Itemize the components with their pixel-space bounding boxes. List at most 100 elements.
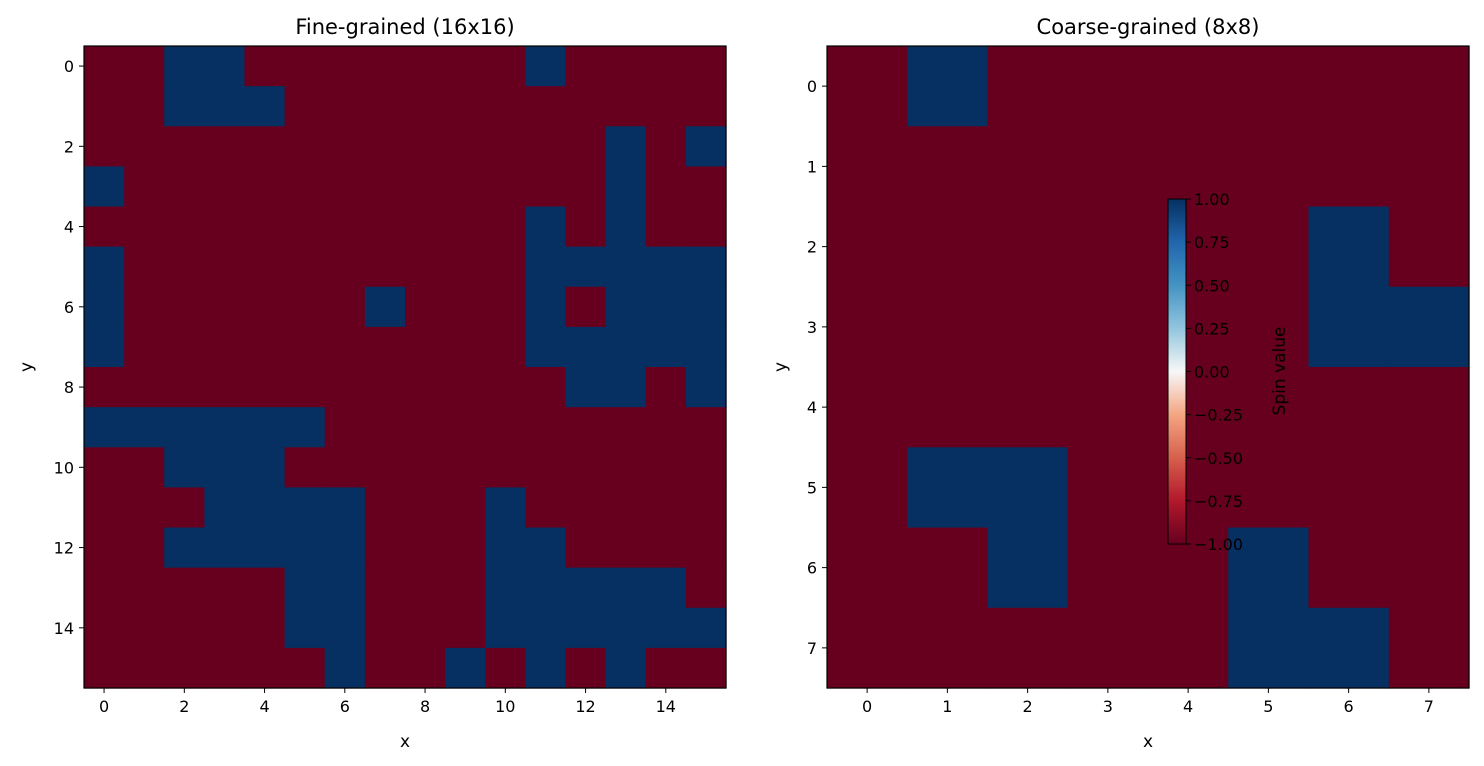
colorbar-ticks: 1.00 0.75 0.50 0.25 0.00 −0.25 −0.50 −0.75 −1.00	[1186, 190, 1243, 554]
heatmap-cell	[204, 166, 246, 208]
heatmap-cell	[1388, 286, 1470, 368]
heatmap-cell	[364, 607, 406, 649]
heatmap-cell	[1228, 527, 1310, 609]
y-tick-label: 2	[64, 137, 74, 156]
heatmap-cell	[1148, 206, 1229, 288]
x-tick-label: 2	[179, 697, 189, 716]
heatmap-cell	[645, 126, 687, 167]
heatmap-cell	[605, 286, 647, 328]
heatmap-cell	[907, 126, 989, 208]
heatmap-cell	[645, 607, 687, 649]
heatmap-cell	[164, 286, 205, 328]
heatmap-cell	[164, 567, 205, 609]
heatmap-cell	[827, 286, 908, 368]
heatmap-cell	[405, 407, 446, 448]
heatmap-cell	[605, 246, 647, 288]
heatmap-cell	[364, 647, 406, 689]
heatmap-cell	[827, 206, 908, 288]
heatmap-cell	[364, 407, 406, 448]
heatmap-cell	[565, 487, 607, 529]
x-tick-label: 14	[656, 697, 676, 716]
fine-grained-x-axis-ticks: 0 2 4 6 8 10 12 14	[99, 688, 676, 716]
heatmap-cell	[565, 447, 607, 488]
heatmap-cell	[605, 46, 647, 87]
heatmap-cell	[987, 527, 1069, 609]
heatmap-cell	[565, 607, 607, 649]
heatmap-cell	[685, 367, 727, 408]
heatmap-cell	[525, 326, 567, 368]
heatmap-cell	[284, 166, 326, 208]
heatmap-cell	[84, 286, 125, 328]
heatmap-cell	[364, 326, 406, 368]
heatmap-cell	[164, 46, 205, 87]
heatmap-cell	[605, 126, 647, 167]
heatmap-cell	[405, 607, 446, 649]
coarse-grained-axes-frame	[826, 45, 1470, 689]
heatmap-cell	[405, 86, 446, 127]
heatmap-cell	[1228, 126, 1310, 208]
heatmap-cell	[204, 86, 246, 127]
heatmap-cell	[364, 246, 406, 288]
heatmap-cell	[445, 567, 486, 609]
heatmap-cell	[987, 607, 1069, 689]
colorbar-tick-label: 0.75	[1194, 233, 1230, 252]
heatmap-cell	[445, 166, 486, 208]
heatmap-cell	[364, 166, 406, 208]
heatmap-cell	[685, 447, 727, 488]
heatmap-cell	[164, 527, 205, 569]
heatmap-cell	[204, 447, 246, 488]
heatmap-cell	[525, 46, 567, 87]
heatmap-cell	[84, 126, 125, 167]
heatmap-cell	[907, 607, 989, 689]
heatmap-cell	[645, 166, 687, 208]
heatmap-cell	[485, 326, 526, 368]
heatmap-cell	[164, 86, 205, 127]
heatmap-cell	[445, 246, 486, 288]
heatmap-cell	[827, 607, 908, 689]
heatmap-cell	[84, 407, 125, 448]
heatmap-cell	[485, 367, 526, 408]
heatmap-cell	[605, 647, 647, 689]
heatmap-cell	[244, 166, 286, 208]
heatmap-cell	[907, 286, 989, 368]
heatmap-cell	[1228, 447, 1310, 529]
heatmap-cell	[284, 647, 326, 689]
heatmap-cell	[364, 487, 406, 529]
y-tick-label: 8	[64, 378, 74, 397]
fine-grained-y-axis-ticks: 0 2 4 6 8 10 12 14	[54, 57, 84, 638]
y-tick-label: 14	[54, 619, 74, 638]
heatmap-cell	[645, 647, 687, 689]
heatmap-cell	[605, 206, 647, 248]
heatmap-cell	[645, 326, 687, 368]
heatmap-cell	[1148, 367, 1229, 448]
heatmap-cell	[907, 206, 989, 288]
heatmap-cell	[987, 126, 1069, 208]
heatmap-cell	[284, 447, 326, 488]
heatmap-cell	[485, 527, 526, 569]
colorbar: 1.00 0.75 0.50 0.25 0.00 −0.25 −0.50 −0.75 −1.00…	[1167, 190, 1290, 554]
heatmap-cell	[685, 166, 727, 208]
heatmap-cell	[1067, 367, 1149, 448]
heatmap-cell	[605, 86, 647, 127]
heatmap-cell	[1067, 447, 1149, 529]
heatmap-cell	[84, 46, 125, 87]
heatmap-cell	[244, 326, 286, 368]
heatmap-cell	[445, 86, 486, 127]
heatmap-cell	[284, 86, 326, 127]
heatmap-cell	[204, 367, 246, 408]
heatmap-cell	[645, 487, 687, 529]
heatmap-cell	[445, 647, 486, 689]
heatmap-cell	[204, 126, 246, 167]
heatmap-cell	[907, 447, 989, 529]
heatmap-cell	[1388, 126, 1470, 208]
heatmap-cell	[204, 46, 246, 87]
x-tick-label: 5	[1263, 697, 1273, 716]
heatmap-cell	[284, 607, 326, 649]
heatmap-cell	[405, 166, 446, 208]
heatmap-cell	[445, 527, 486, 569]
heatmap-cell	[1388, 206, 1470, 288]
heatmap-cell	[827, 367, 908, 448]
x-tick-label: 2	[1023, 697, 1033, 716]
heatmap-cell	[84, 86, 125, 127]
heatmap-cell	[164, 407, 205, 448]
